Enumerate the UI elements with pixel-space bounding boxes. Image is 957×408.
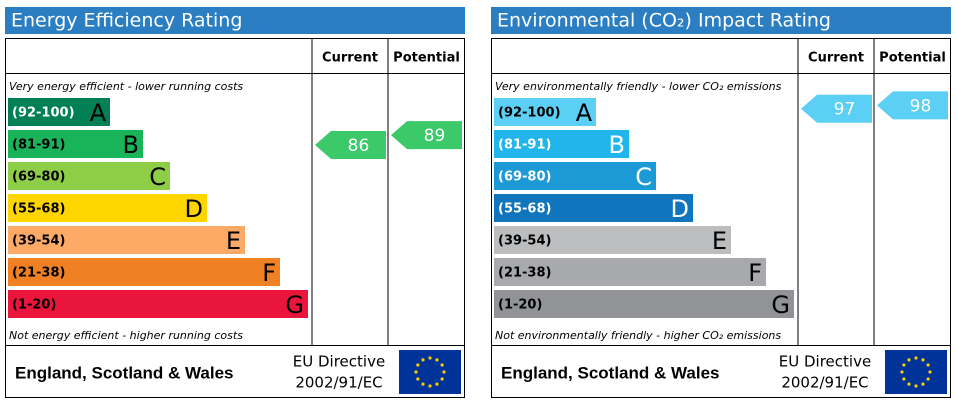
band-range: (81-91) bbox=[12, 138, 65, 153]
rating-value: 86 bbox=[348, 136, 370, 156]
eu-star bbox=[440, 377, 444, 381]
band-range: (69-80) bbox=[498, 170, 551, 185]
band-range: (1-20) bbox=[498, 298, 542, 313]
eu-star bbox=[428, 384, 432, 388]
rating-band bbox=[8, 130, 143, 158]
eu-star bbox=[416, 363, 420, 367]
band-range: (1-20) bbox=[12, 298, 56, 313]
rating-arrow bbox=[315, 131, 386, 159]
eu-star bbox=[902, 377, 906, 381]
band-letter: C bbox=[635, 163, 652, 191]
band-letter: B bbox=[609, 131, 625, 159]
rating-arrow bbox=[391, 121, 462, 150]
column-header: Current bbox=[808, 51, 864, 66]
region: England, Scotland & Wales bbox=[15, 363, 234, 382]
panel-title: Environmental (CO₂) Impact Rating bbox=[497, 10, 831, 32]
eu-star bbox=[414, 370, 418, 374]
band-range: (92-100) bbox=[498, 106, 561, 121]
title-bar bbox=[491, 7, 951, 34]
band-range: (69-80) bbox=[12, 170, 65, 185]
eu-star bbox=[921, 358, 925, 362]
eu-star bbox=[421, 382, 425, 386]
eu-star bbox=[416, 377, 420, 381]
column-header: Current bbox=[322, 51, 378, 66]
eu-star bbox=[926, 377, 930, 381]
rating-band bbox=[8, 194, 207, 222]
band-letter: F bbox=[748, 259, 762, 287]
rating-band bbox=[8, 290, 308, 318]
bottom-note: Not energy efficient - higher running co… bbox=[9, 329, 243, 342]
region: England, Scotland & Wales bbox=[501, 363, 720, 382]
eu-star bbox=[900, 370, 904, 374]
rating-band bbox=[494, 258, 766, 286]
column-header: Potential bbox=[393, 51, 460, 66]
rating-band bbox=[494, 130, 629, 158]
band-letter: E bbox=[226, 227, 241, 255]
directive: EU Directive bbox=[779, 353, 871, 371]
eu-star bbox=[435, 358, 439, 362]
eu-star bbox=[902, 363, 906, 367]
band-letter: F bbox=[262, 259, 276, 287]
band-letter: E bbox=[712, 227, 727, 255]
band-letter: G bbox=[285, 291, 304, 319]
eu-star bbox=[907, 382, 911, 386]
rating-band bbox=[8, 226, 245, 254]
directive: EU Directive bbox=[293, 353, 385, 371]
rating-band bbox=[494, 162, 656, 190]
rating-value: 97 bbox=[834, 100, 856, 120]
rating-band bbox=[8, 162, 170, 190]
band-letter: A bbox=[576, 99, 593, 127]
band-range: (21-38) bbox=[498, 266, 551, 281]
eu-star bbox=[921, 382, 925, 386]
eu-star bbox=[442, 370, 446, 374]
band-letter: C bbox=[149, 163, 166, 191]
band-range: (92-100) bbox=[12, 106, 75, 121]
top-note: Very environmentally friendly - lower CO… bbox=[495, 80, 782, 93]
rating-band bbox=[494, 290, 794, 318]
eu-star bbox=[928, 370, 932, 374]
rating-band bbox=[8, 98, 110, 126]
band-range: (81-91) bbox=[498, 138, 551, 153]
eu-star bbox=[926, 363, 930, 367]
rating-band bbox=[494, 194, 693, 222]
panel-frame bbox=[491, 38, 951, 398]
rating-band bbox=[8, 258, 280, 286]
band-range: (39-54) bbox=[12, 234, 65, 249]
eu-star bbox=[907, 358, 911, 362]
eu-star bbox=[421, 358, 425, 362]
bottom-note: Not environmentally friendly - higher CO… bbox=[495, 329, 781, 342]
rating-arrow bbox=[801, 94, 872, 123]
band-letter: G bbox=[771, 291, 790, 319]
directive: 2002/91/EC bbox=[295, 374, 382, 392]
band-letter: B bbox=[123, 131, 139, 159]
top-note: Very energy efficient - lower running co… bbox=[9, 80, 243, 93]
band-letter: A bbox=[90, 99, 107, 127]
eu-star bbox=[440, 363, 444, 367]
eu-star bbox=[428, 356, 432, 360]
column-header: Potential bbox=[879, 51, 946, 66]
rating-value: 89 bbox=[424, 126, 446, 146]
panel-title: Energy Efficiency Rating bbox=[11, 10, 242, 32]
band-range: (21-38) bbox=[12, 266, 65, 281]
rating-value: 98 bbox=[910, 96, 932, 116]
eu-star bbox=[914, 356, 918, 360]
rating-arrow bbox=[877, 91, 948, 120]
eu-star bbox=[435, 382, 439, 386]
band-range: (55-68) bbox=[12, 202, 65, 217]
panel-frame bbox=[5, 38, 465, 398]
rating-band bbox=[494, 226, 731, 254]
directive: 2002/91/EC bbox=[781, 374, 868, 392]
band-letter: D bbox=[185, 195, 203, 223]
eu-star bbox=[914, 384, 918, 388]
band-letter: D bbox=[671, 195, 689, 223]
title-bar bbox=[5, 7, 465, 34]
band-range: (55-68) bbox=[498, 202, 551, 217]
rating-band bbox=[494, 98, 596, 126]
band-range: (39-54) bbox=[498, 234, 551, 249]
